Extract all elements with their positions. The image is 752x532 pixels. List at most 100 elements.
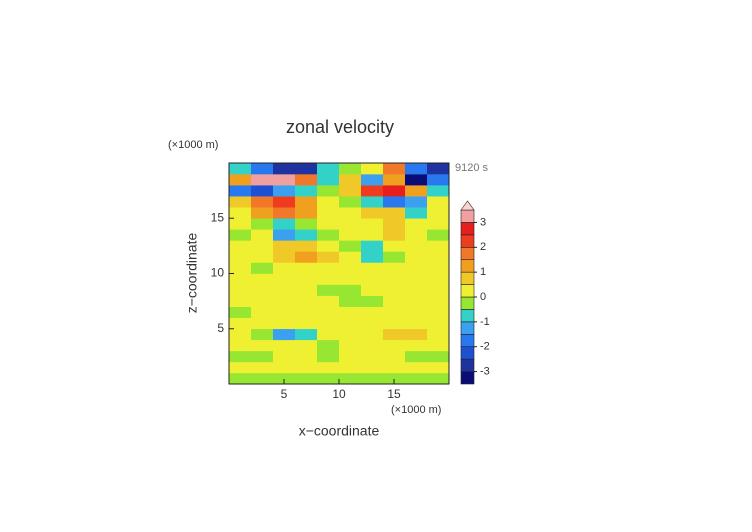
field-cell bbox=[295, 317, 318, 330]
field-cell bbox=[317, 273, 340, 285]
field-cell bbox=[339, 350, 362, 363]
field-cell bbox=[273, 251, 296, 263]
field-cell bbox=[251, 229, 274, 241]
field-cell bbox=[339, 262, 362, 274]
colorbar-label: 3 bbox=[480, 216, 486, 228]
field-cell bbox=[405, 196, 428, 208]
field-cell bbox=[339, 328, 362, 341]
field-cell bbox=[295, 218, 318, 230]
field-cell bbox=[383, 185, 406, 197]
field-cell bbox=[251, 207, 274, 219]
field-cell bbox=[229, 174, 252, 186]
field-cell bbox=[295, 295, 318, 307]
colorbar-box bbox=[460, 321, 475, 335]
field-cell bbox=[295, 163, 318, 175]
field-cell bbox=[383, 350, 406, 363]
field-cell bbox=[273, 207, 296, 219]
field-cell bbox=[405, 207, 428, 219]
field-cell bbox=[317, 306, 340, 318]
field-cell bbox=[427, 262, 450, 274]
x-unit: (×1000 m) bbox=[391, 404, 441, 416]
field-cell bbox=[229, 350, 252, 363]
field-cell bbox=[273, 372, 296, 385]
field-cell bbox=[361, 174, 384, 186]
field-cell bbox=[317, 317, 340, 330]
field-cell bbox=[427, 229, 450, 241]
field-cell bbox=[229, 372, 252, 385]
field-cell bbox=[361, 273, 384, 285]
field-cell bbox=[339, 284, 362, 296]
field-cell bbox=[251, 273, 274, 285]
field-cell bbox=[295, 372, 318, 385]
field-cell bbox=[383, 229, 406, 241]
field-cell bbox=[361, 229, 384, 241]
colorbar-arrow bbox=[460, 200, 475, 211]
field-cell bbox=[361, 240, 384, 252]
field-cell bbox=[251, 317, 274, 330]
chart-title: zonal velocity bbox=[286, 117, 394, 137]
field-cell bbox=[405, 372, 428, 385]
field-cell bbox=[339, 295, 362, 307]
colorbar-label: 0 bbox=[480, 291, 486, 303]
field-cell bbox=[405, 306, 428, 318]
field-cell bbox=[273, 361, 296, 374]
field-cell bbox=[273, 185, 296, 197]
field-cell bbox=[295, 207, 318, 219]
colorbar-label: 2 bbox=[480, 241, 486, 253]
field-cell bbox=[251, 350, 274, 363]
y-unit: (×1000 m) bbox=[168, 139, 218, 151]
field-cell bbox=[251, 306, 274, 318]
field-cell bbox=[317, 207, 340, 219]
field-cell bbox=[317, 251, 340, 263]
field-cell bbox=[317, 361, 340, 374]
field-cell bbox=[251, 295, 274, 307]
field-cell bbox=[405, 328, 428, 341]
field-cell bbox=[251, 196, 274, 208]
field-cell bbox=[383, 163, 406, 175]
field-cell bbox=[251, 262, 274, 274]
field-cell bbox=[273, 218, 296, 230]
y-tick-label: 10 bbox=[211, 266, 225, 280]
field-cell bbox=[405, 295, 428, 307]
field-cell bbox=[295, 328, 318, 341]
field-cell bbox=[273, 262, 296, 274]
field-cell bbox=[317, 174, 340, 186]
field-cell bbox=[229, 361, 252, 374]
field-cell bbox=[339, 361, 362, 374]
field-cell bbox=[273, 328, 296, 341]
field-cell bbox=[383, 207, 406, 219]
field-cell bbox=[229, 163, 252, 175]
field-cell bbox=[361, 196, 384, 208]
colorbar-box bbox=[460, 346, 475, 360]
field-cell bbox=[273, 196, 296, 208]
field-cell bbox=[295, 196, 318, 208]
field-cell bbox=[229, 218, 252, 230]
field-cell bbox=[383, 284, 406, 296]
field-cell bbox=[251, 339, 274, 352]
field-cell bbox=[405, 174, 428, 186]
field-cell bbox=[295, 229, 318, 241]
field-cell bbox=[339, 273, 362, 285]
colorbar-label: 1 bbox=[480, 266, 486, 278]
field-cell bbox=[427, 328, 450, 341]
field-cell bbox=[229, 251, 252, 263]
field-cell bbox=[383, 295, 406, 307]
field-cell bbox=[273, 284, 296, 296]
field-cell bbox=[427, 196, 450, 208]
field-cell bbox=[317, 372, 340, 385]
field-cell bbox=[251, 251, 274, 263]
field-cell bbox=[361, 251, 384, 263]
field-cell bbox=[251, 328, 274, 341]
field-cell bbox=[339, 185, 362, 197]
field-cell bbox=[317, 295, 340, 307]
field-cell bbox=[229, 284, 252, 296]
field-cell bbox=[229, 328, 252, 341]
field-cell bbox=[383, 339, 406, 352]
field-cell bbox=[339, 218, 362, 230]
field-cell bbox=[229, 196, 252, 208]
field-cell bbox=[383, 306, 406, 318]
field-cell bbox=[295, 185, 318, 197]
colorbar-box bbox=[460, 296, 475, 310]
field-cell bbox=[295, 273, 318, 285]
field-cell bbox=[405, 284, 428, 296]
